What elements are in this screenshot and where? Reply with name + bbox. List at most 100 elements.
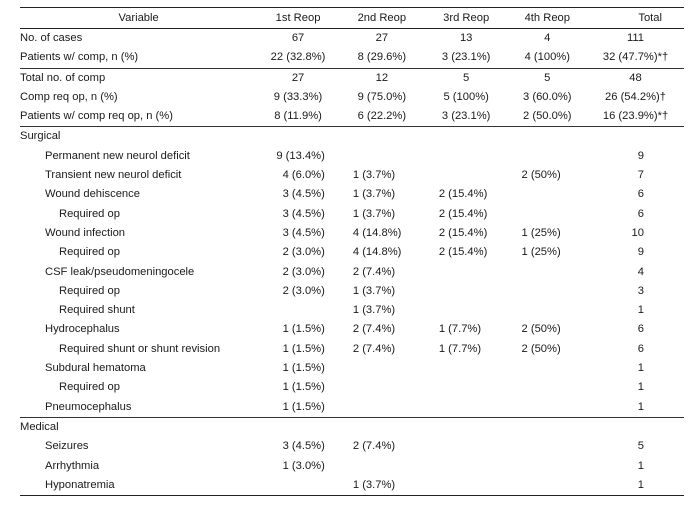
row-label: Patients w/ comp req op, n (%)	[20, 110, 173, 123]
cell-c4	[508, 378, 588, 397]
cell-c2: 2 (7.4%)	[352, 440, 396, 453]
table-row: Required op 2 (3.0%) 1 (3.7%) 3	[20, 282, 684, 301]
cell-c5: 48	[629, 71, 642, 84]
cell-c1: 3 (4.5%)	[282, 226, 325, 239]
row-label: Surgical	[20, 130, 61, 143]
cell-c2: 9 (75.0%)	[357, 90, 407, 103]
cell-c3: 3 (23.1%)	[441, 110, 491, 123]
cell-c2: 1 (3.7%)	[352, 304, 396, 317]
header-3rd-reop: 3rd Reop	[443, 12, 490, 24]
table-row: Required shunt or shunt revision 1 (1.5%)…	[20, 340, 684, 359]
cell-c5	[587, 127, 684, 147]
cell-c1: 3 (4.5%)	[282, 440, 325, 453]
row-label: Hydrocephalus	[45, 323, 120, 336]
cell-c5: 6	[637, 188, 644, 201]
cell-c1: 8 (11.9%)	[274, 110, 322, 123]
cell-c5: 1	[637, 381, 644, 394]
row-label: Required shunt	[59, 304, 135, 317]
row-label: Seizures	[45, 440, 89, 453]
cell-c5: 6	[637, 323, 644, 336]
cell-c5: 4	[637, 265, 644, 278]
row-label: Patients w/ comp, n (%)	[20, 51, 139, 64]
cell-c3: 1 (7.7%)	[438, 342, 482, 355]
row-label: Permanent new neurol deficit	[45, 149, 190, 162]
cell-c1: 27	[291, 71, 305, 84]
table-row: Seizures 3 (4.5%) 2 (7.4%) 5	[20, 437, 684, 456]
cell-c1	[257, 127, 339, 147]
row-label: Comp req op, n (%)	[20, 90, 118, 103]
cell-c3	[425, 476, 508, 496]
cell-c5: 16 (23.9%)*†	[602, 110, 669, 123]
cell-c3: 2 (15.4%)	[438, 188, 488, 201]
cell-c4	[508, 437, 588, 456]
cell-c2: 4 (14.8%)	[352, 226, 402, 239]
cell-c4: 4	[544, 32, 551, 44]
cell-c4	[508, 417, 588, 437]
cell-c2: 1 (3.7%)	[352, 188, 396, 201]
cell-c4	[508, 301, 588, 320]
cell-c1: 4 (6.0%)	[282, 169, 325, 182]
cell-c4	[508, 457, 588, 476]
table-row: Pneumocephalus 1 (1.5%) 1	[20, 398, 684, 418]
cell-c3: 3 (23.1%)	[441, 51, 491, 64]
cell-c5: 32 (47.7%)*†	[602, 51, 669, 64]
cell-c2: 2 (7.4%)	[352, 342, 396, 355]
table-row: Hydrocephalus 1 (1.5%) 2 (7.4%) 1 (7.7%) 2 (…	[20, 320, 684, 339]
cell-c1	[257, 417, 339, 437]
cell-c4	[508, 398, 588, 418]
cell-c3	[425, 166, 508, 185]
cell-c4	[508, 185, 588, 204]
cell-c2: 12	[375, 71, 389, 84]
row-label: Required op	[59, 284, 120, 297]
cell-c3	[425, 457, 508, 476]
table-row: Required op 1 (1.5%) 1	[20, 378, 684, 397]
cell-c4: 3 (60.0%)	[523, 90, 572, 103]
cell-c1: 67	[291, 32, 305, 44]
cell-c1: 1 (1.5%)	[282, 342, 325, 355]
cell-c5: 26 (54.2%)†	[605, 90, 666, 103]
cell-c4: 2 (50%)	[521, 323, 561, 336]
row-label: Transient new neurol deficit	[45, 169, 182, 182]
cell-c2: 27	[375, 32, 389, 44]
cell-c4: 2 (50%)	[521, 169, 561, 182]
cell-c4: 2 (50%)	[521, 342, 561, 355]
row-label: No. of cases	[20, 32, 83, 44]
header-4th-reop: 4th Reop	[524, 12, 570, 24]
cell-c2	[339, 147, 425, 166]
cell-c4: 1 (25%)	[521, 246, 561, 259]
cell-c5: 9	[637, 246, 644, 259]
table-row: Surgical	[20, 126, 684, 147]
cell-c3: 2 (15.4%)	[438, 207, 488, 220]
cell-c3: 2 (15.4%)	[438, 246, 488, 259]
table-row: CSF leak/pseudomeningocele 2 (3.0%) 2 (7.4…	[20, 263, 684, 282]
cell-c2	[339, 359, 425, 378]
cell-c5: 10	[631, 226, 644, 239]
row-label: Required op	[59, 381, 120, 394]
cell-c3: 13	[459, 32, 473, 44]
cell-c1: 2 (3.0%)	[282, 284, 325, 297]
table-row: Transient new neurol deficit 4 (6.0%) 1 (3…	[20, 166, 684, 185]
cell-c2: 6 (22.2%)	[357, 110, 407, 123]
cell-c2: 2 (7.4%)	[352, 265, 396, 278]
row-label: Medical	[20, 420, 59, 433]
cell-c3	[425, 263, 508, 282]
cell-c4	[508, 147, 588, 166]
cell-c4: 5	[544, 71, 551, 84]
row-label: Pneumocephalus	[45, 400, 132, 413]
cell-c2	[339, 398, 425, 418]
cell-c5: 1	[637, 459, 644, 472]
cell-c5: 6	[637, 342, 644, 355]
cell-c5: 6	[637, 207, 644, 220]
cell-c1: 9 (33.3%)	[273, 90, 323, 103]
cell-c1: 2 (3.0%)	[282, 246, 325, 259]
cell-c4: 1 (25%)	[521, 226, 561, 239]
table-row: Subdural hematoma 1 (1.5%) 1	[20, 359, 684, 378]
table-row: Permanent new neurol deficit 9 (13.4%) 9	[20, 147, 684, 166]
table-row: Patients w/ comp, n (%) 22 (32.8%) 8 (29.6…	[20, 48, 684, 68]
cell-c1	[257, 301, 339, 320]
row-label: Required shunt or shunt revision	[59, 342, 221, 355]
cell-c2	[339, 457, 425, 476]
cell-c5: 3	[637, 284, 644, 297]
cell-c4	[508, 476, 588, 496]
